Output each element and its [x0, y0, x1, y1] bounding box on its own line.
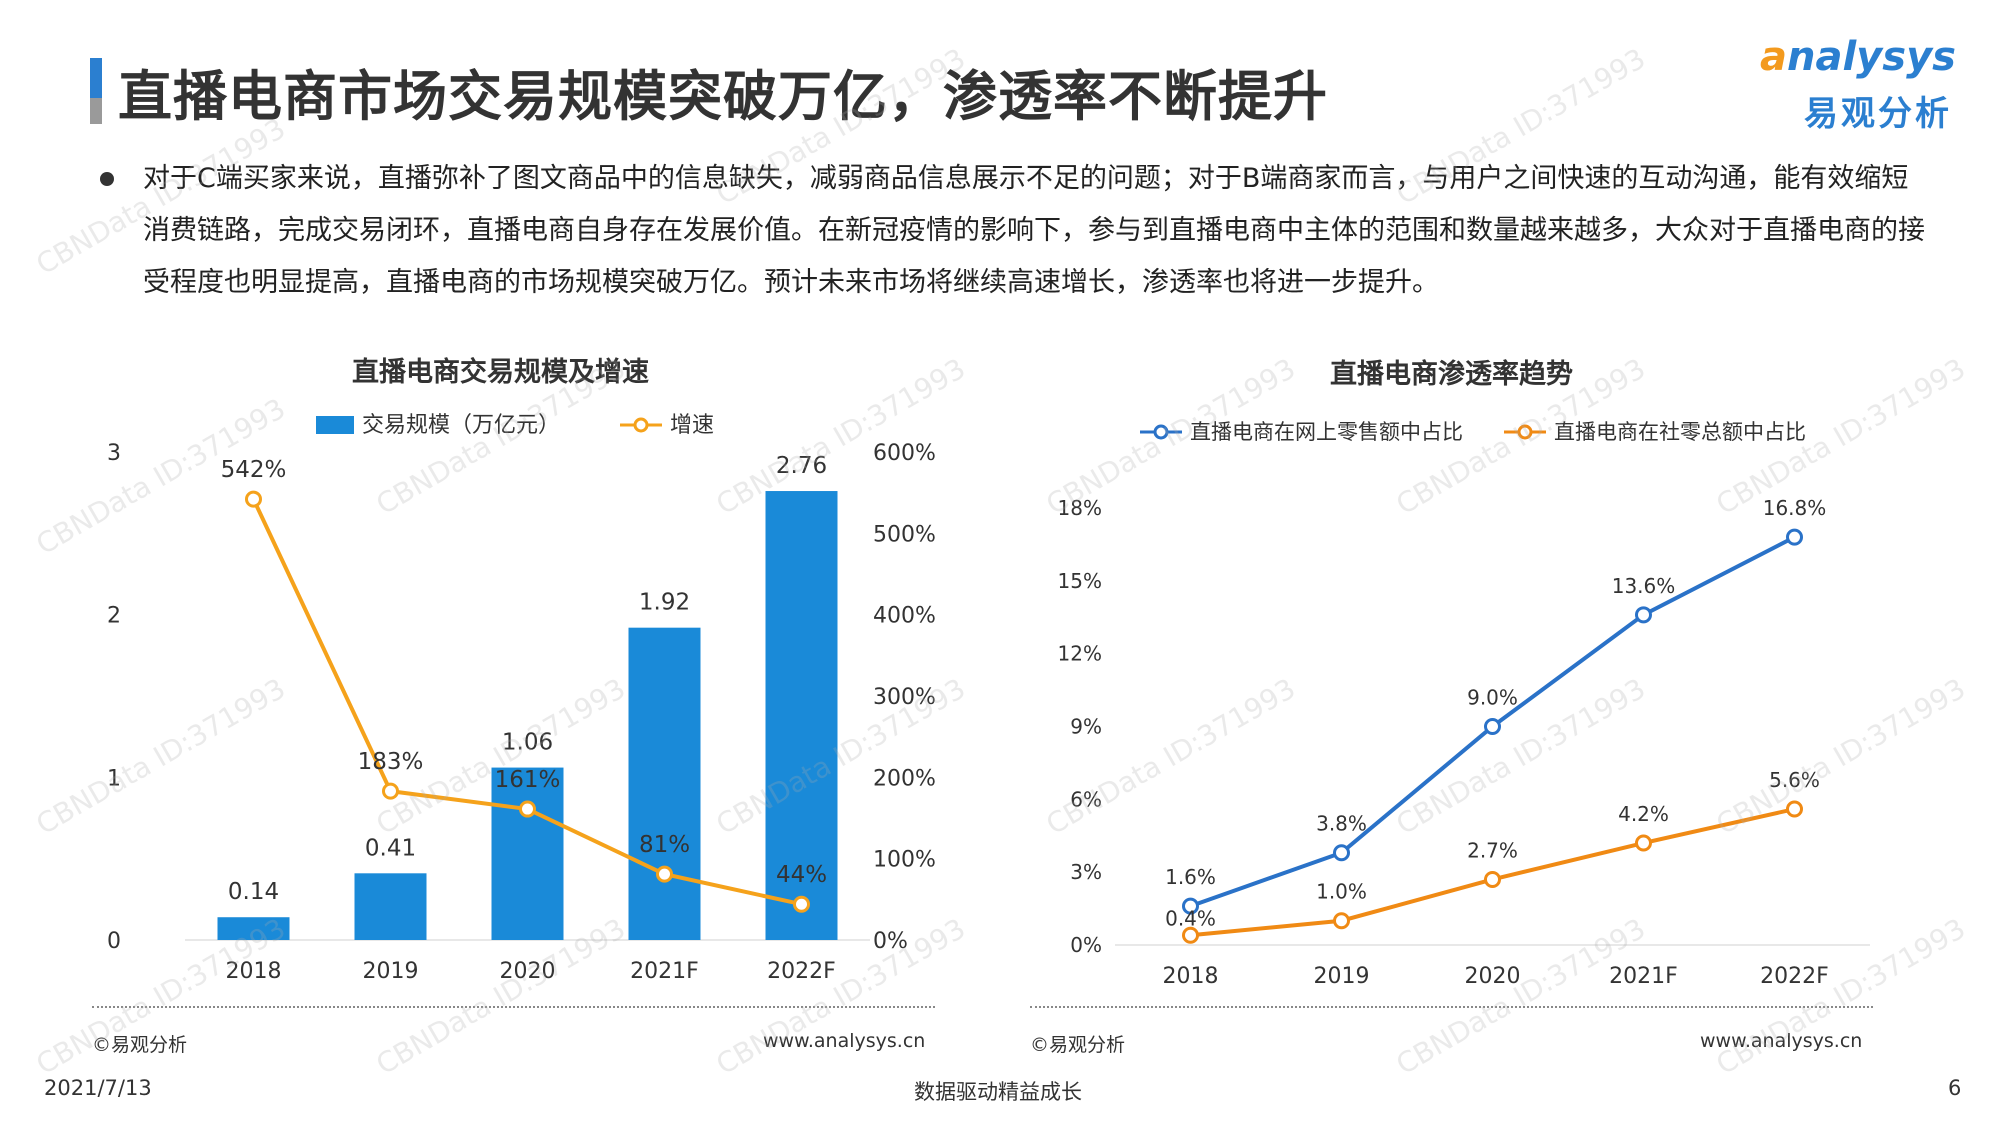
- x-tick-label: 2018: [1163, 964, 1219, 989]
- bar: [491, 767, 564, 940]
- data-label: 13.6%: [1612, 574, 1676, 598]
- growth-point: [245, 490, 262, 508]
- chart1-separator: [92, 1006, 935, 1008]
- data-label: 1.6%: [1165, 865, 1216, 889]
- bullet-icon: [100, 172, 114, 186]
- bar-value-label: 0.14: [228, 879, 279, 905]
- bar: [765, 491, 838, 940]
- page-title: 直播电商市场交易规模突破万亿，渗透率不断提升: [118, 65, 1328, 128]
- data-label: 2.7%: [1467, 838, 1518, 862]
- y-right-tick-label: 400%: [873, 604, 936, 629]
- data-label: 16.8%: [1763, 496, 1827, 520]
- logo-chinese: 易观分析: [1804, 94, 1952, 134]
- retail-share-point: [1182, 926, 1199, 944]
- bar-value-label: 0.41: [365, 835, 416, 861]
- chart-penetration-trend: 直播电商在网上零售额中占比 直播电商在社零总额中占比 0% 3% 6% 9% 12% 15% 1…: [1058, 420, 1870, 989]
- chart2-separator: [1030, 1006, 1873, 1008]
- y-tick-label: 9%: [1070, 715, 1102, 739]
- y-tick-label: 3%: [1070, 860, 1102, 884]
- data-label: 5.6%: [1769, 768, 1820, 792]
- data-label: 3.8%: [1316, 812, 1367, 836]
- growth-value-label: 183%: [358, 749, 424, 775]
- growth-point: [382, 782, 399, 800]
- y-right-tick-label: 200%: [873, 766, 936, 791]
- y-tick-label: 6%: [1070, 787, 1102, 811]
- data-label: 1.0%: [1316, 880, 1367, 904]
- chart1-url: www.analysys.cn: [763, 1030, 926, 1052]
- x-tick-label: 2019: [1314, 964, 1370, 989]
- bar: [628, 627, 701, 940]
- retail-share-point: [1635, 834, 1652, 852]
- x-tick-label: 2019: [363, 959, 419, 984]
- data-label: 9.0%: [1467, 686, 1518, 710]
- bar: [217, 917, 290, 940]
- online-share-point: [1484, 718, 1501, 735]
- chart2-source: ©易观分析: [1030, 1034, 1126, 1056]
- legend-label-line: 增速: [670, 413, 714, 438]
- retail-share-point: [1333, 912, 1350, 930]
- data-label: 4.2%: [1618, 802, 1669, 826]
- growth-value-label: 81%: [639, 832, 690, 858]
- x-tick-label: 2022F: [767, 959, 836, 984]
- footer-page-number: 6: [1948, 1076, 1962, 1100]
- x-tick-label: 2020: [500, 959, 556, 984]
- legend-marker-retail: [1517, 424, 1533, 440]
- x-tick-label: 2022F: [1760, 964, 1829, 989]
- chart1-title: 直播电商交易规模及增速: [352, 357, 649, 388]
- footer-date: 2021/7/13: [44, 1076, 152, 1100]
- retail-share-point: [1484, 870, 1501, 888]
- y-left-tick-label: 0: [107, 929, 121, 954]
- chart-bar-line-scale: 交易规模（万亿元） 增速 0 1 2 3 0% 100% 200% 300% 400% 500% 600…: [107, 413, 936, 984]
- legend-label-bar: 交易规模（万亿元）: [362, 413, 560, 438]
- y-right-tick-label: 600%: [873, 441, 936, 466]
- y-right-tick-label: 300%: [873, 685, 936, 710]
- y-right-tick-label: 100%: [873, 848, 936, 873]
- title-accent-bar-gray: [90, 98, 102, 124]
- online-share-point: [1635, 606, 1652, 624]
- online-share-point: [1786, 528, 1803, 546]
- chart2-title: 直播电商渗透率趋势: [1330, 359, 1573, 390]
- analysys-logo: analysys 易观分析: [1760, 34, 1970, 134]
- x-tick-label: 2020: [1465, 964, 1521, 989]
- growth-value-label: 44%: [776, 862, 827, 888]
- growth-point: [519, 800, 536, 818]
- bar-value-label: 1.92: [639, 590, 690, 616]
- retail-share-point: [1786, 800, 1803, 818]
- legend-label-online: 直播电商在网上零售额中占比: [1190, 420, 1463, 444]
- y-left-tick-label: 3: [107, 441, 121, 466]
- online-share-point: [1333, 844, 1350, 862]
- bullet-paragraph: 对于C端买家来说，直播弥补了图文商品中的信息缺失，减弱商品信息展示不足的问题；对…: [143, 163, 1925, 298]
- legend-label-retail: 直播电商在社零总额中占比: [1554, 420, 1806, 444]
- y-left-tick-label: 1: [107, 766, 121, 791]
- y-right-tick-label: 0%: [873, 929, 908, 954]
- legend-marker-online: [1153, 424, 1169, 440]
- y-tick-label: 0%: [1070, 933, 1102, 957]
- y-tick-label: 12%: [1058, 642, 1102, 666]
- growth-value-label: 542%: [221, 457, 287, 483]
- data-label: 0.4%: [1165, 906, 1216, 930]
- growth-value-label: 161%: [495, 767, 561, 793]
- y-tick-label: 15%: [1058, 569, 1102, 593]
- logo-wordmark: analysys: [1760, 34, 1956, 80]
- bar-value-label: 2.76: [776, 453, 827, 479]
- growth-point: [656, 865, 673, 883]
- y-tick-label: 18%: [1058, 496, 1102, 520]
- bar-value-label: 1.06: [502, 730, 553, 756]
- legend-swatch-bar: [316, 416, 354, 434]
- chart2-url: www.analysys.cn: [1700, 1030, 1863, 1052]
- online-share-point: [1182, 897, 1199, 915]
- chart1-source: ©易观分析: [92, 1034, 188, 1056]
- y-right-tick-label: 500%: [873, 522, 936, 547]
- footer-slogan: 数据驱动精益成长: [914, 1080, 1082, 1104]
- x-tick-label: 2021F: [1609, 964, 1678, 989]
- bar: [354, 873, 427, 940]
- x-tick-label: 2021F: [630, 959, 699, 984]
- legend-marker-line: [633, 417, 649, 433]
- x-tick-label: 2018: [226, 959, 282, 984]
- growth-point: [793, 895, 810, 913]
- y-left-tick-label: 2: [107, 604, 121, 629]
